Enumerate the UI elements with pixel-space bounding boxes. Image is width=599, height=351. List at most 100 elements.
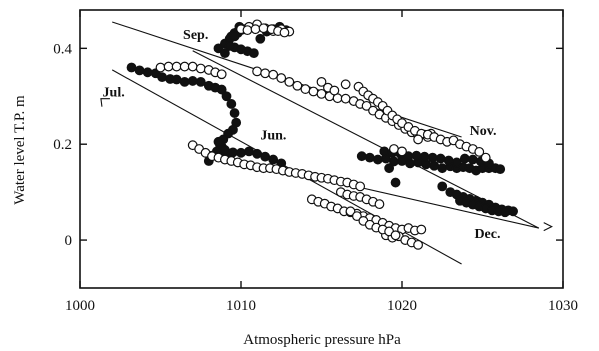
- filled-data-point: [268, 154, 279, 165]
- open-data-point: [179, 61, 190, 72]
- filled-data-point: [429, 160, 440, 171]
- open-data-point: [329, 85, 340, 96]
- open-data-point: [252, 66, 263, 77]
- open-data-point: [187, 61, 198, 72]
- open-data-point: [316, 76, 327, 87]
- arrow-head: [100, 98, 110, 107]
- open-data-point: [355, 181, 366, 192]
- filled-data-point: [459, 153, 470, 164]
- month-annotations: Sep. Jul. Jun. Nov. Dec.: [103, 28, 501, 242]
- filled-data-point: [252, 148, 263, 159]
- filled-data-point: [213, 43, 224, 54]
- filled-data-point: [224, 41, 235, 51]
- open-data-point: [345, 206, 356, 217]
- filled-data-point: [179, 76, 190, 87]
- filled-data-point: [255, 33, 266, 44]
- filled-data-point: [427, 152, 438, 163]
- open-data-point: [300, 84, 311, 94]
- open-data-point: [413, 134, 424, 145]
- y-tick-label: 0: [65, 233, 73, 249]
- open-data-point: [361, 100, 372, 111]
- filled-data-point: [219, 145, 230, 155]
- open-data-point: [340, 79, 351, 90]
- filled-data-point: [495, 164, 506, 175]
- open-data-point: [480, 152, 491, 163]
- annotation-label: Dec.: [474, 227, 500, 242]
- filled-data-point: [435, 153, 446, 164]
- filled-data-point: [213, 136, 224, 147]
- open-data-point: [474, 146, 485, 157]
- open-data-point: [195, 63, 206, 74]
- filled-data-point: [443, 155, 454, 166]
- annotation-label: Jun.: [260, 129, 286, 144]
- filled-data-point: [157, 72, 168, 83]
- open-data-point: [413, 239, 424, 250]
- filled-data-point: [216, 84, 227, 95]
- filled-data-point: [244, 146, 254, 157]
- x-tick-label: 1020: [387, 298, 417, 314]
- filled-data-point: [226, 99, 237, 109]
- x-tick-label: 1010: [226, 298, 256, 314]
- filled-data-point: [508, 206, 518, 217]
- filled-data-point: [236, 147, 246, 158]
- x-axis-label: Atmospheric pressure hPa: [243, 332, 401, 348]
- filled-data-point: [437, 181, 448, 192]
- annotation-label: Sep.: [183, 28, 208, 43]
- filled-data-point: [221, 91, 232, 102]
- filled-data-point: [142, 67, 153, 78]
- filled-data-point: [419, 151, 430, 162]
- open-data-point: [308, 86, 319, 97]
- arrow-head: [543, 222, 553, 232]
- filled-data-point: [134, 65, 145, 76]
- x-tick-label: 1000: [65, 298, 95, 314]
- open-data-point: [352, 211, 362, 222]
- open-data-point: [260, 68, 271, 79]
- filled-data-point: [126, 62, 137, 73]
- open-data-point: [155, 62, 166, 73]
- filled-data-point: [356, 151, 367, 162]
- open-data-point: [250, 24, 261, 35]
- filled-data-point: [390, 177, 401, 188]
- filled-data-point: [500, 207, 510, 218]
- filled-data-point: [379, 146, 390, 157]
- open-data-point: [268, 69, 279, 80]
- open-data-point: [216, 69, 227, 80]
- open-data-point: [374, 199, 385, 210]
- filled-data-point: [451, 157, 462, 168]
- filled-data-point: [437, 163, 448, 174]
- x-tick-label: 1030: [548, 298, 578, 314]
- filled-data-point: [260, 151, 271, 162]
- filled-data-point: [171, 74, 182, 85]
- open-data-point: [163, 61, 174, 72]
- filled-data-point: [219, 48, 230, 59]
- filled-data-point: [248, 48, 259, 59]
- open-data-point: [390, 230, 401, 241]
- plot-frame: [79, 9, 564, 289]
- open-data-point: [416, 224, 427, 235]
- open-data-point: [389, 144, 399, 154]
- axis-ticks: 1000 1010 1020 1030 0 0.2 0.4: [53, 10, 578, 314]
- y-tick-label: 0.4: [53, 41, 72, 57]
- open-data-point: [171, 61, 182, 72]
- open-data-point: [397, 146, 407, 157]
- y-tick-label: 0.2: [53, 137, 72, 153]
- open-data-point: [279, 27, 290, 38]
- filled-data-point: [411, 150, 422, 161]
- open-data-point: [292, 80, 303, 91]
- filled-data-point: [195, 76, 206, 87]
- open-data-point: [284, 76, 295, 87]
- annotation-label: Jul.: [103, 85, 125, 100]
- annotation-label: Nov.: [470, 124, 497, 139]
- filled-data-point: [229, 108, 240, 118]
- open-data-point: [340, 93, 351, 104]
- filled-data-point: [187, 76, 198, 86]
- filled-data-point: [364, 152, 375, 163]
- data-points: [126, 19, 518, 250]
- filled-data-point: [384, 163, 395, 174]
- open-data-point: [242, 25, 253, 36]
- open-data-point: [258, 23, 269, 34]
- filled-data-point: [229, 31, 240, 42]
- y-axis-label: Water level T.P. m: [12, 95, 28, 205]
- open-data-point: [276, 73, 287, 83]
